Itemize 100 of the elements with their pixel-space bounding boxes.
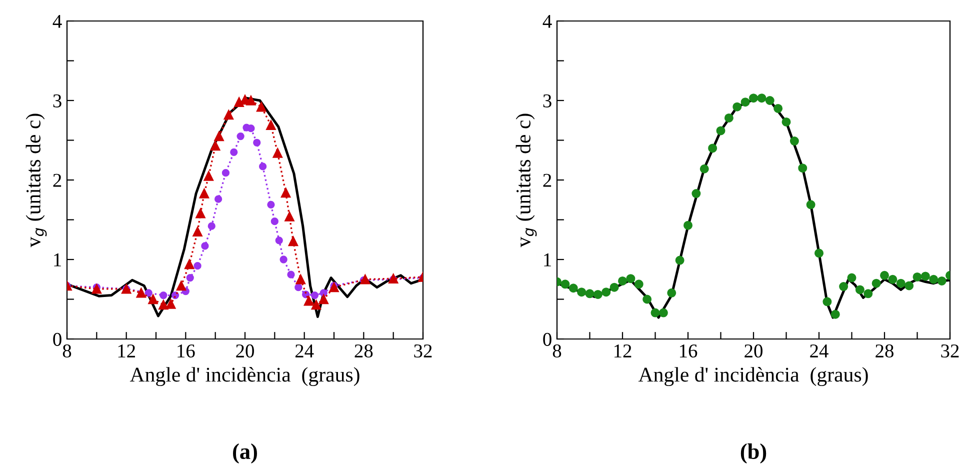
point [148, 294, 158, 304]
y-tick-label: 3 [543, 94, 552, 108]
point [904, 281, 914, 290]
point [144, 289, 152, 297]
point [310, 291, 319, 300]
point [675, 256, 684, 265]
point [692, 189, 701, 198]
x-tick-label: 8 [62, 344, 72, 358]
point [872, 278, 881, 288]
point [560, 280, 570, 289]
point [798, 164, 808, 173]
point [855, 285, 864, 294]
point [880, 270, 889, 280]
point [311, 300, 322, 310]
point [724, 113, 734, 122]
point [258, 162, 267, 170]
y-tick-label: 1 [54, 253, 61, 266]
x-tick-label: 12 [118, 344, 135, 358]
point [230, 148, 238, 156]
point [287, 270, 295, 278]
point [184, 259, 194, 270]
point [839, 282, 848, 292]
x-tick-label: 12 [614, 344, 632, 358]
point [593, 290, 602, 299]
point [568, 284, 578, 293]
point [626, 274, 636, 284]
point [222, 169, 230, 177]
point [757, 94, 766, 103]
point [937, 276, 946, 286]
point [774, 104, 783, 113]
x-axis-title: Angle d' incidència (graus) [130, 367, 360, 386]
point [256, 102, 266, 112]
point [246, 96, 256, 106]
point [360, 274, 370, 284]
point [740, 98, 750, 107]
point [864, 289, 873, 298]
point [806, 200, 816, 210]
x-tick-label: 24 [295, 344, 314, 358]
point [716, 126, 726, 136]
point [194, 262, 202, 270]
point [270, 218, 278, 226]
point [618, 276, 627, 286]
y-tick-label: 1 [544, 253, 551, 266]
point [658, 308, 668, 318]
point [236, 132, 244, 140]
point [634, 280, 644, 289]
point [136, 288, 146, 298]
point [765, 96, 774, 105]
point [253, 138, 261, 146]
point [284, 212, 294, 222]
text: (a) [233, 443, 257, 464]
point [196, 208, 206, 218]
y-tick-label: 0 [543, 332, 552, 346]
point [160, 291, 168, 300]
point [929, 274, 938, 284]
point [280, 256, 288, 264]
point [814, 248, 824, 258]
point [304, 296, 314, 306]
point [288, 236, 298, 246]
point [602, 288, 611, 297]
point [329, 282, 339, 292]
x-tick-label: 16 [178, 344, 195, 358]
x-tick-label: 8 [552, 344, 562, 358]
point [708, 144, 718, 153]
y-tick-label: 4 [52, 14, 62, 28]
point [912, 272, 922, 282]
point [267, 200, 275, 208]
point [700, 164, 709, 174]
point [266, 120, 276, 130]
point [280, 188, 291, 198]
x-tick-label: 20 [744, 344, 762, 358]
y-axis-title: v$_{g}$ (unitats de c) [516, 114, 537, 248]
point [192, 226, 202, 237]
point [577, 288, 586, 297]
x-tick-label: 16 [680, 344, 698, 358]
point [920, 272, 930, 281]
point [650, 308, 660, 318]
x-tick-label: 32 [414, 344, 432, 358]
point [822, 297, 832, 306]
y-axis-title: v$_{g}$ (unitats de c) [26, 114, 47, 248]
y-tick-label: 4 [542, 14, 552, 28]
point [158, 300, 168, 310]
point [732, 102, 742, 112]
point [296, 274, 306, 284]
point [204, 171, 214, 181]
point [224, 110, 234, 120]
point [642, 294, 652, 304]
point [275, 236, 283, 244]
point [684, 220, 692, 230]
point [847, 273, 856, 282]
y-tick-label: 3 [53, 94, 62, 108]
y-tick-label: 0 [53, 332, 62, 346]
point [888, 274, 898, 284]
point [896, 278, 906, 288]
point [214, 131, 224, 142]
point [272, 148, 282, 158]
point [201, 242, 209, 250]
point [166, 299, 176, 309]
x-tick-label: 28 [876, 344, 894, 358]
point [830, 310, 840, 319]
